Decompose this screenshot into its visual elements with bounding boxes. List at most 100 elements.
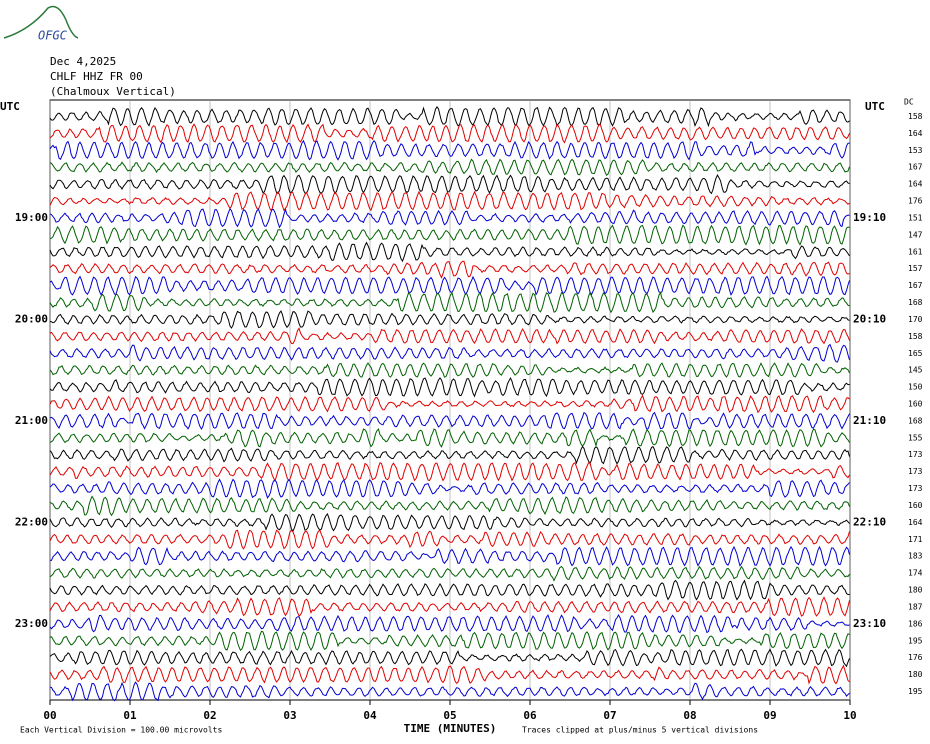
dc-value: 176 — [908, 653, 923, 662]
x-tick-label: 07 — [603, 709, 616, 722]
seismic-trace — [49, 411, 850, 431]
seismic-trace — [49, 106, 850, 128]
title-line: (Chalmoux Vertical) — [50, 85, 176, 98]
dc-value: 183 — [908, 552, 923, 561]
dc-value: 171 — [908, 535, 923, 544]
seismic-trace — [49, 613, 850, 634]
x-tick-label: 05 — [443, 709, 456, 722]
dc-value: 164 — [908, 129, 923, 138]
dc-value: 187 — [908, 602, 923, 611]
dc-value: 158 — [908, 112, 923, 121]
seismic-trace — [49, 579, 850, 601]
right-time-label: 19:10 — [853, 211, 886, 224]
dc-value: 150 — [908, 383, 923, 392]
seismic-trace — [49, 174, 850, 195]
seismic-trace — [49, 362, 850, 378]
left-axis-label: UTC — [0, 100, 20, 113]
dc-value: 153 — [908, 146, 923, 155]
seismic-trace — [49, 513, 850, 532]
seismic-trace — [49, 565, 850, 582]
left-time-label: 22:00 — [15, 515, 48, 528]
dc-value: 165 — [908, 349, 923, 358]
seismic-trace — [49, 596, 850, 617]
seismic-trace — [49, 139, 850, 161]
x-tick-label: 06 — [523, 709, 537, 722]
dc-value: 173 — [908, 484, 923, 493]
seismic-trace — [49, 310, 850, 329]
right-time-label: 21:10 — [853, 414, 886, 427]
right-time-label: 23:10 — [853, 617, 886, 630]
title-line: CHLF HHZ FR 00 — [50, 70, 143, 83]
seismic-trace — [49, 545, 850, 567]
seismic-trace — [49, 462, 850, 482]
seismic-trace — [49, 428, 850, 448]
x-tick-label: 03 — [283, 709, 296, 722]
right-axis-label: UTC — [865, 100, 885, 113]
seismic-trace — [49, 495, 850, 517]
title-line: Dec 4,2025 — [50, 55, 116, 68]
logo-mark — [3, 5, 79, 39]
seismic-trace — [49, 291, 850, 314]
x-tick-label: 09 — [763, 709, 776, 722]
seismic-trace — [49, 343, 850, 363]
logo: OFGC — [38, 29, 68, 43]
seismic-trace — [49, 377, 850, 398]
dc-value: 180 — [908, 586, 923, 595]
seismic-trace — [49, 478, 850, 500]
x-tick-label: 04 — [363, 709, 377, 722]
dc-value: 174 — [908, 569, 923, 578]
seismic-trace — [49, 224, 850, 246]
seismic-trace — [49, 123, 850, 144]
x-tick-label: 10 — [843, 709, 856, 722]
dc-value: 173 — [908, 450, 923, 459]
seismic-trace — [49, 529, 850, 550]
dc-label: DC — [904, 98, 914, 107]
seismic-trace — [49, 648, 850, 668]
dc-value: 167 — [908, 281, 923, 290]
seismic-trace — [49, 394, 850, 414]
seismic-trace — [49, 275, 850, 296]
seismic-trace — [49, 207, 850, 229]
x-tick-label: 02 — [203, 709, 216, 722]
dc-value: 161 — [908, 247, 923, 256]
left-time-label: 21:00 — [15, 414, 48, 427]
footer-left: Each Vertical Division = 100.00 microvol… — [20, 726, 222, 735]
dc-value: 195 — [908, 636, 923, 645]
dc-value: 155 — [908, 433, 923, 442]
dc-value: 173 — [908, 467, 923, 476]
seismic-trace — [49, 260, 850, 279]
right-time-label: 22:10 — [853, 515, 886, 528]
seismic-trace — [49, 445, 850, 465]
dc-value: 164 — [908, 518, 923, 527]
left-time-label: 19:00 — [15, 211, 48, 224]
dc-value: 168 — [908, 416, 923, 425]
dc-value: 176 — [908, 197, 923, 206]
seismic-trace — [49, 158, 850, 176]
dc-value: 157 — [908, 264, 923, 273]
dc-value: 160 — [908, 501, 923, 510]
x-tick-label: 01 — [123, 709, 137, 722]
x-tick-label: 00 — [43, 709, 56, 722]
dc-value: 186 — [908, 619, 923, 628]
left-time-label: 20:00 — [15, 312, 48, 325]
dc-value: 151 — [908, 213, 923, 222]
dc-value: 147 — [908, 230, 923, 239]
dc-value: 160 — [908, 400, 923, 409]
x-tick-label: 08 — [683, 709, 696, 722]
dc-value: 164 — [908, 180, 923, 189]
x-axis-label: TIME (MINUTES) — [404, 722, 497, 735]
seismic-trace — [49, 664, 850, 685]
seismic-trace — [49, 241, 850, 263]
seismic-trace — [49, 630, 850, 652]
dc-value: 145 — [908, 366, 923, 375]
seismic-trace — [49, 681, 850, 702]
dc-value: 195 — [908, 687, 923, 696]
dc-value: 170 — [908, 315, 923, 324]
seismic-trace — [49, 327, 850, 345]
dc-value: 180 — [908, 670, 923, 679]
dc-value: 158 — [908, 332, 923, 341]
left-time-label: 23:00 — [15, 617, 48, 630]
seismic-trace — [49, 190, 850, 212]
dc-value: 167 — [908, 163, 923, 172]
